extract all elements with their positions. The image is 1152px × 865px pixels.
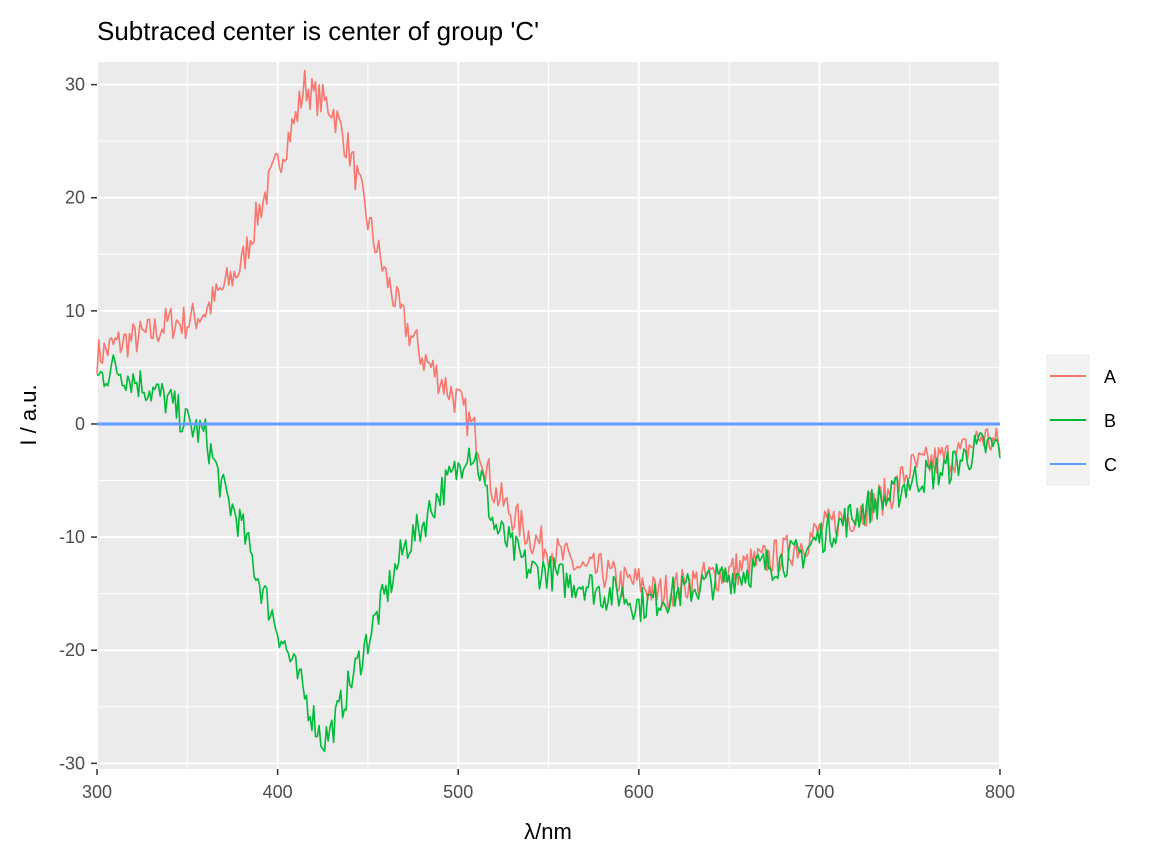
y-tick-label: -10: [59, 527, 85, 547]
x-tick-label: 500: [443, 782, 473, 802]
x-tick-label: 700: [804, 782, 834, 802]
y-tick-label: 30: [65, 75, 85, 95]
x-tick-label: 300: [82, 782, 112, 802]
x-tick-label: 800: [985, 782, 1015, 802]
y-axis-ticks: -30 -20 -10 0 10 20 30: [59, 75, 97, 773]
y-tick-label: -30: [59, 753, 85, 773]
legend-label-a: A: [1104, 367, 1116, 387]
x-axis-title: λ/nm: [524, 819, 572, 844]
y-tick-label: 10: [65, 301, 85, 321]
legend: A B C: [1046, 354, 1117, 486]
y-tick-label: -20: [59, 640, 85, 660]
series-layer: [96, 69, 1001, 753]
x-tick-label: 600: [624, 782, 654, 802]
grid-minor: [97, 62, 1000, 769]
legend-label-b: B: [1104, 411, 1116, 431]
y-axis-title: I / a.u.: [16, 384, 41, 445]
legend-label-c: C: [1104, 455, 1117, 475]
y-tick-label: 20: [65, 188, 85, 208]
y-tick-label: 0: [75, 414, 85, 434]
x-tick-label: 400: [263, 782, 293, 802]
series-line-b: [96, 354, 1001, 753]
chart-title: Subtraced center is center of group 'C': [97, 16, 539, 46]
x-axis-ticks: 300 400 500 600 700 800: [82, 769, 1015, 802]
